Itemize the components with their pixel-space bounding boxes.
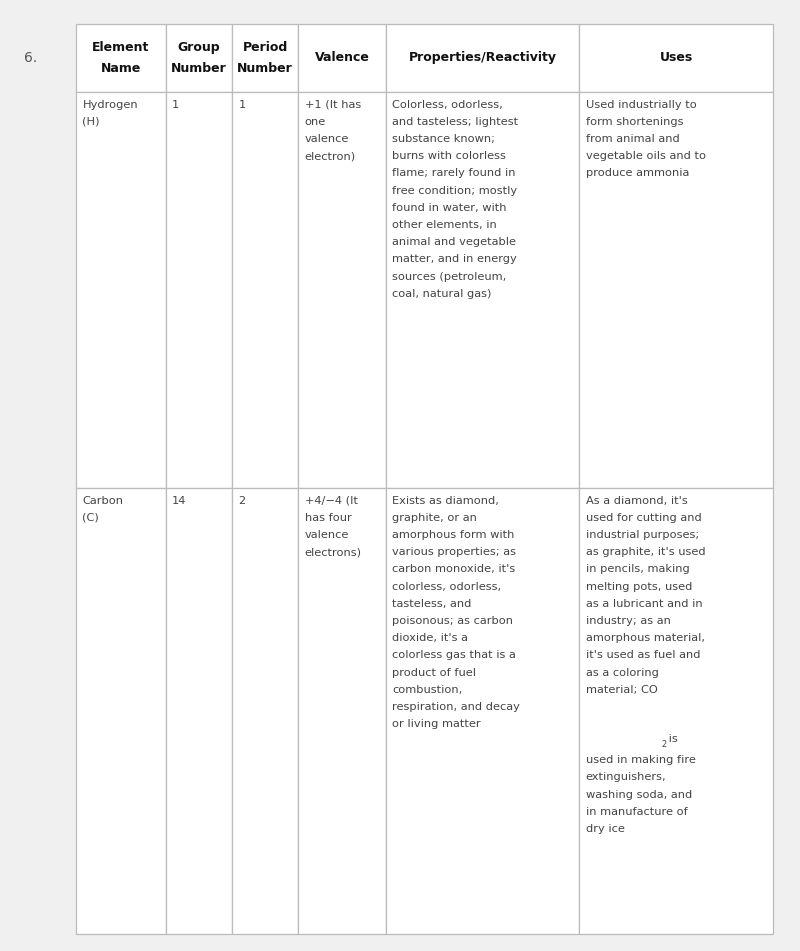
- Bar: [76, 24, 166, 92]
- Text: Hydrogen
(H): Hydrogen (H): [82, 100, 138, 126]
- Bar: [579, 92, 773, 488]
- Bar: [76, 488, 166, 934]
- Text: Carbon
(C): Carbon (C): [82, 495, 123, 523]
- Text: 2: 2: [661, 740, 666, 749]
- Text: 1: 1: [238, 100, 246, 109]
- Bar: [579, 24, 773, 92]
- Text: 1: 1: [172, 100, 179, 109]
- Text: +1 (It has
one
valence
electron): +1 (It has one valence electron): [305, 100, 361, 162]
- Text: Exists as diamond,
graphite, or an
amorphous form with
various properties; as
ca: Exists as diamond, graphite, or an amorp…: [392, 495, 520, 729]
- Text: Group
Number: Group Number: [171, 41, 226, 75]
- Bar: [232, 488, 298, 934]
- Text: Valence: Valence: [314, 51, 370, 65]
- Text: 2: 2: [238, 495, 246, 506]
- Text: +4/−4 (It
has four
valence
electrons): +4/−4 (It has four valence electrons): [305, 495, 362, 557]
- Bar: [298, 92, 386, 488]
- Bar: [166, 24, 232, 92]
- Text: Uses: Uses: [659, 51, 693, 65]
- Bar: [232, 92, 298, 488]
- Bar: [579, 488, 773, 934]
- Bar: [166, 488, 232, 934]
- Bar: [76, 92, 166, 488]
- Text: 6.: 6.: [24, 51, 37, 65]
- Bar: [386, 92, 579, 488]
- Text: 14: 14: [172, 495, 186, 506]
- Text: is: is: [666, 733, 678, 744]
- Text: Element
Name: Element Name: [92, 41, 150, 75]
- Bar: [386, 24, 579, 92]
- Text: As a diamond, it's
used for cutting and
industrial purposes;
as graphite, it's u: As a diamond, it's used for cutting and …: [586, 495, 706, 695]
- Bar: [298, 488, 386, 934]
- Text: Properties/Reactivity: Properties/Reactivity: [409, 51, 557, 65]
- Bar: [298, 24, 386, 92]
- Text: Colorless, odorless,
and tasteless; lightest
substance known;
burns with colorle: Colorless, odorless, and tasteless; ligh…: [392, 100, 518, 299]
- Bar: [166, 92, 232, 488]
- Text: Used industrially to
form shortenings
from animal and
vegetable oils and to
prod: Used industrially to form shortenings fr…: [586, 100, 706, 179]
- Bar: [386, 488, 579, 934]
- Text: used in making fire
extinguishers,
washing soda, and
in manufacture of
dry ice: used in making fire extinguishers, washi…: [586, 755, 696, 834]
- Text: Period
Number: Period Number: [237, 41, 293, 75]
- Bar: [232, 24, 298, 92]
